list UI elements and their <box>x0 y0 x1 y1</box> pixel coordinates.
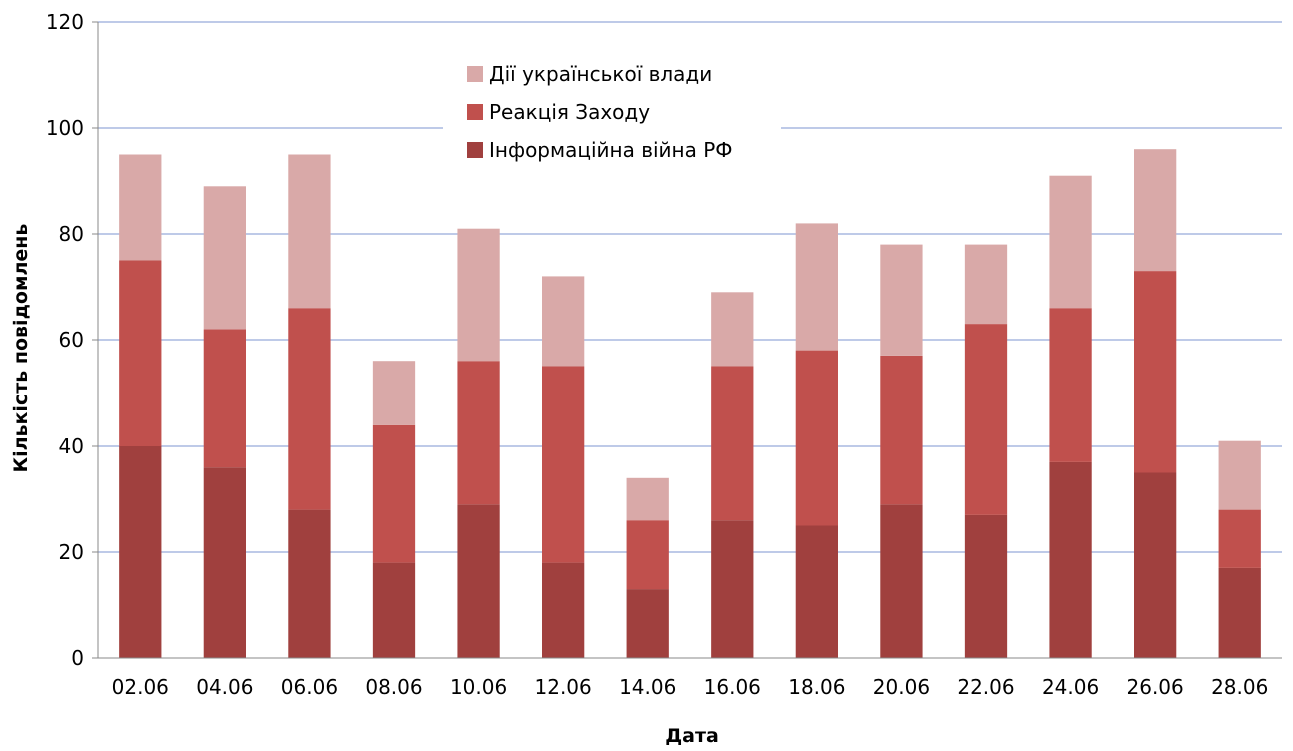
bar-segment <box>372 361 416 425</box>
bar-segment <box>711 366 754 521</box>
x-tick-label: 12.06 <box>535 675 592 699</box>
x-tick-label: 08.06 <box>365 675 422 699</box>
bar-segment <box>542 366 585 563</box>
legend: Дії української влади Реакція Заходу Інфор… <box>443 53 781 175</box>
y-axis-label: Кількість повідомлень <box>10 224 32 473</box>
bar-segment <box>626 477 669 521</box>
bar-segment <box>1134 149 1177 272</box>
x-tick-label: 04.06 <box>196 675 253 699</box>
bar-segment <box>795 525 838 658</box>
bar-segment <box>203 186 246 330</box>
x-tick-label: 16.06 <box>704 675 761 699</box>
axes: 0 20 40 60 80 100 120 02.06 04.06 06.06 08.06 10.06… <box>46 10 1282 699</box>
bar-segment <box>203 329 246 468</box>
x-tick-label: 06.06 <box>281 675 338 699</box>
bar-segment <box>457 361 500 505</box>
bar-segment <box>372 562 416 658</box>
bar-segment <box>1218 509 1261 568</box>
legend-background <box>443 53 781 175</box>
legend-swatch <box>467 104 483 120</box>
bar-segment <box>626 520 669 590</box>
bar-segment <box>457 504 500 658</box>
bar-segment <box>288 509 331 658</box>
y-tick-label: 120 <box>46 10 84 34</box>
x-tick-label: 14.06 <box>619 675 676 699</box>
x-tick-label: 28.06 <box>1211 675 1268 699</box>
bar-segment <box>711 292 754 367</box>
bar-segment <box>964 514 1008 658</box>
x-tick-label: 26.06 <box>1127 675 1184 699</box>
bar-segment <box>1049 175 1092 309</box>
x-tick-label: 20.06 <box>873 675 930 699</box>
bar-segment <box>1134 271 1177 473</box>
bar-segment <box>964 244 1008 325</box>
bar-segment <box>119 260 162 446</box>
bar-segment <box>288 154 331 309</box>
bar-segment <box>1134 472 1177 658</box>
bar-segment <box>119 154 162 261</box>
y-tick-label: 20 <box>59 540 84 564</box>
y-tick-label: 80 <box>59 222 84 246</box>
bar-segment <box>1049 308 1092 462</box>
y-tick-label: 100 <box>46 116 84 140</box>
x-tick-label: 02.06 <box>112 675 169 699</box>
x-axis-label: Дата <box>665 725 719 747</box>
y-tick-label: 40 <box>59 434 84 458</box>
legend-swatch <box>467 142 483 158</box>
bar-segment <box>626 589 669 658</box>
legend-label: Реакція Заходу <box>489 100 650 124</box>
x-tick-label: 24.06 <box>1042 675 1099 699</box>
bar-segment <box>880 355 923 505</box>
x-tick-label: 18.06 <box>788 675 845 699</box>
legend-swatch <box>467 66 483 82</box>
bar-segment <box>1218 567 1261 658</box>
bar-segment <box>795 223 838 351</box>
y-tick-label: 0 <box>71 646 84 670</box>
bar-segment <box>711 520 754 658</box>
bar-segment <box>542 562 585 658</box>
bar-segment <box>1049 461 1092 658</box>
bar-segment <box>880 504 923 658</box>
bar-segment <box>288 308 331 510</box>
y-tick-label: 60 <box>59 328 84 352</box>
legend-label: Інформаційна війна РФ <box>489 138 733 162</box>
bar-segment <box>1218 440 1261 510</box>
bar-segment <box>964 324 1008 515</box>
legend-label: Дії української влади <box>489 62 712 86</box>
x-tick-label: 10.06 <box>450 675 507 699</box>
bar-segment <box>119 446 162 658</box>
bar-segment <box>542 276 585 367</box>
bar-segment <box>795 350 838 526</box>
bar-segment <box>457 228 500 362</box>
bars <box>119 149 1261 658</box>
bar-segment <box>372 424 416 563</box>
x-tick-label: 22.06 <box>957 675 1014 699</box>
bar-segment <box>880 244 923 356</box>
bar-segment <box>203 467 246 658</box>
